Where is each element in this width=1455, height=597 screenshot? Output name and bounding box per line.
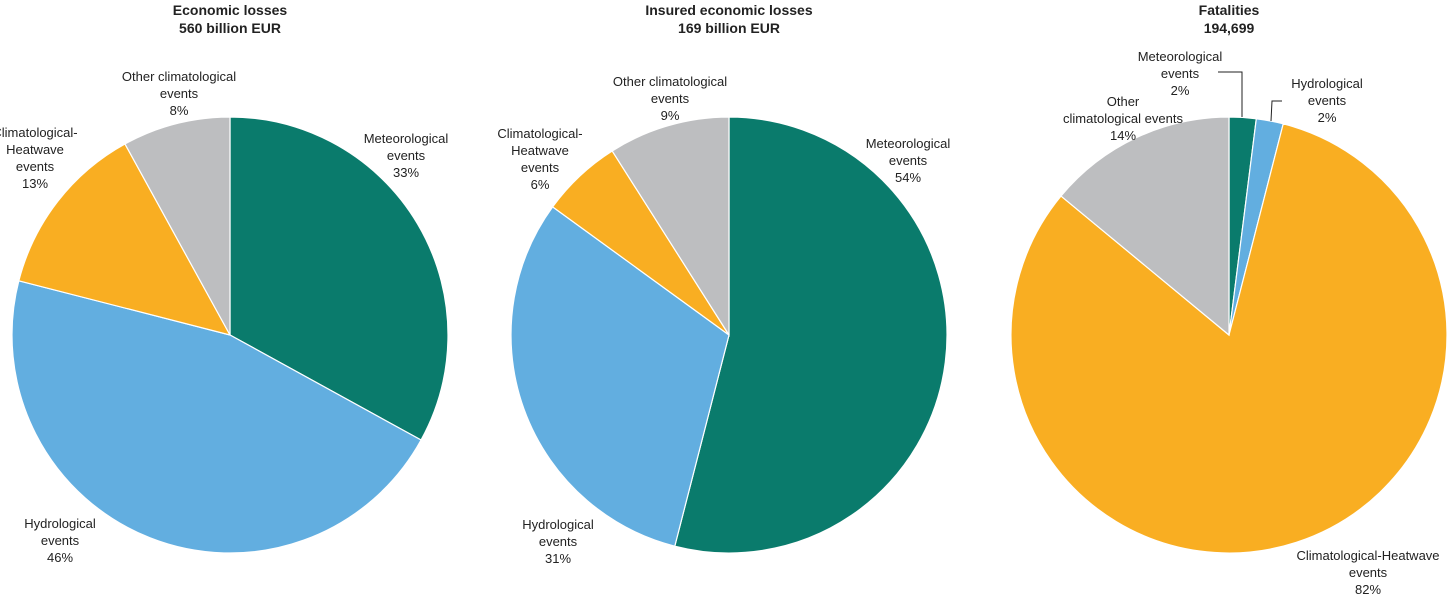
pie-slice-meteorological: [674, 116, 948, 554]
chart-title-fatalities: Fatalities 194,699: [1079, 1, 1379, 37]
slice-label-meteorological: Meteorological events 33%: [363, 131, 449, 180]
pie-slice-other-climatological: [124, 116, 231, 336]
title: Economic losses: [172, 2, 288, 18]
subtitle: 560 billion EUR: [179, 20, 281, 36]
slice-label-heatwave: Climatological-Heatwave events 82%: [1296, 548, 1440, 597]
slice-label-heatwave: Climatological- Heatwave events 6%: [497, 126, 583, 192]
pie-slice-climatological-heatwave: [1010, 123, 1448, 554]
title: Insured economic losses: [645, 2, 813, 18]
pie-slice-climatological-heatwave: [18, 143, 232, 336]
slice-label-hydrological: Hydrological events 46%: [24, 516, 96, 565]
slice-label-meteorological: Meteorological events 2%: [1137, 49, 1223, 98]
slice-label-heatwave: Climatological- Heatwave events 13%: [0, 125, 78, 191]
pie-slice-other-climatological: [611, 116, 730, 338]
chart-title-economic: Economic losses 560 billion EUR: [80, 1, 380, 37]
pie-slice-hydrological: [11, 280, 422, 554]
leader-line-meteorological: [1218, 71, 1243, 117]
slice-label-other: Other climatological events 8%: [121, 69, 237, 118]
slice-label-hydrological: Hydrological events 31%: [522, 517, 594, 566]
pie-slice-other-climatological: [1060, 116, 1230, 337]
subtitle: 194,699: [1203, 20, 1255, 36]
pie-slice-meteorological: [229, 116, 449, 441]
pie-slice-hydrological: [510, 206, 730, 547]
leader-line-hydrological: [1270, 100, 1282, 122]
subtitle: 169 billion EUR: [678, 20, 780, 36]
chart-title-insured: Insured economic losses 169 billion EUR: [579, 1, 879, 37]
slice-label-other: Other climatological events 9%: [612, 74, 728, 123]
title: Fatalities: [1198, 2, 1260, 18]
slice-label-meteorological: Meteorological events 54%: [865, 136, 951, 185]
slice-label-other: Other climatological events 14%: [1063, 94, 1183, 143]
slice-label-hydrological: Hydrological events 2%: [1291, 76, 1363, 125]
